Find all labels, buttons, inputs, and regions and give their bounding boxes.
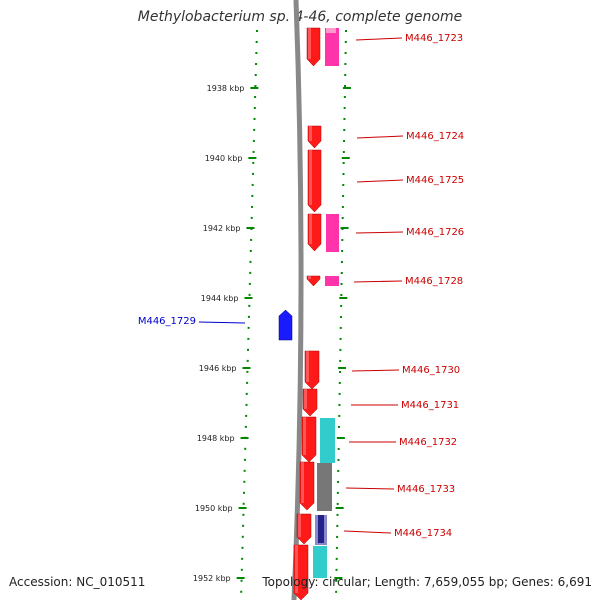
pink-feature-block (325, 276, 339, 286)
tick-label: 1942 kbp (203, 224, 241, 233)
map-title: Methylobacterium sp. 4-46, complete geno… (137, 9, 463, 25)
pink-feature-highlight (326, 28, 336, 33)
pink-feature-block (326, 214, 339, 252)
gene-label[interactable]: M446_1726 (406, 227, 464, 238)
tick-label: 1940 kbp (205, 154, 243, 163)
forward-gene-arrow-highlight (306, 351, 309, 382)
gene-leader-line (343, 530, 392, 534)
gene-leader-line (345, 487, 395, 490)
gene-leader-line (355, 37, 403, 41)
gene-leader-line (198, 321, 246, 324)
forward-gene-arrow-highlight (295, 545, 298, 593)
genome-backbone (291, 0, 304, 600)
tick-label: 1946 kbp (199, 364, 237, 373)
forward-gene-arrow-highlight (303, 417, 306, 455)
cyan-feature-block (320, 418, 335, 463)
gene-leader-line (356, 135, 404, 139)
left-ruler (240, 29, 258, 600)
forward-gene-arrow-highlight (309, 150, 312, 205)
gene-leader-line (353, 280, 403, 283)
cyan-feature-block (313, 546, 327, 578)
gene-label[interactable]: M446_1734 (394, 528, 452, 539)
tick-label: 1952 kbp (193, 574, 231, 583)
gene-label[interactable]: M446_1732 (399, 437, 457, 448)
forward-gene-arrow-highlight (304, 389, 307, 409)
genome-summary-text: Topology: circular; Length: 7,659,055 bp… (262, 575, 592, 589)
gene-label[interactable]: M446_1724 (406, 131, 464, 142)
tick-label: 1948 kbp (197, 434, 235, 443)
gray-feature-block (317, 463, 332, 511)
gene-label[interactable]: M446_1733 (397, 484, 455, 495)
forward-gene-arrow-highlight (309, 214, 312, 244)
gene-label[interactable]: M446_1723 (405, 33, 463, 44)
tick-label: 1938 kbp (207, 84, 245, 93)
gene-label[interactable]: M446_1728 (405, 276, 463, 287)
forward-gene-arrow-highlight (301, 462, 304, 503)
forward-gene-arrow-highlight (298, 514, 301, 537)
forward-gene-arrow-highlight (308, 28, 311, 59)
gene-leader-line (355, 231, 404, 234)
tick-label: 1950 kbp (195, 504, 233, 513)
gene-label[interactable]: M446_1731 (401, 400, 459, 411)
gene-label[interactable]: M446_1725 (406, 175, 464, 186)
gene-label[interactable]: M446_1729 (138, 316, 196, 327)
navy-feature-block (318, 515, 324, 543)
forward-gene-arrow-highlight (308, 276, 311, 279)
right-ruler (335, 29, 347, 600)
gene-leader-line (356, 179, 404, 183)
pink-feature-block (325, 28, 339, 66)
gene-leader-line (351, 369, 400, 372)
reverse-gene-arrow (278, 309, 293, 341)
tick-label: 1944 kbp (201, 294, 239, 303)
accession-text: Accession: NC_010511 (9, 575, 146, 589)
forward-gene-arrow-highlight (309, 126, 312, 141)
gene-label[interactable]: M446_1730 (402, 365, 460, 376)
